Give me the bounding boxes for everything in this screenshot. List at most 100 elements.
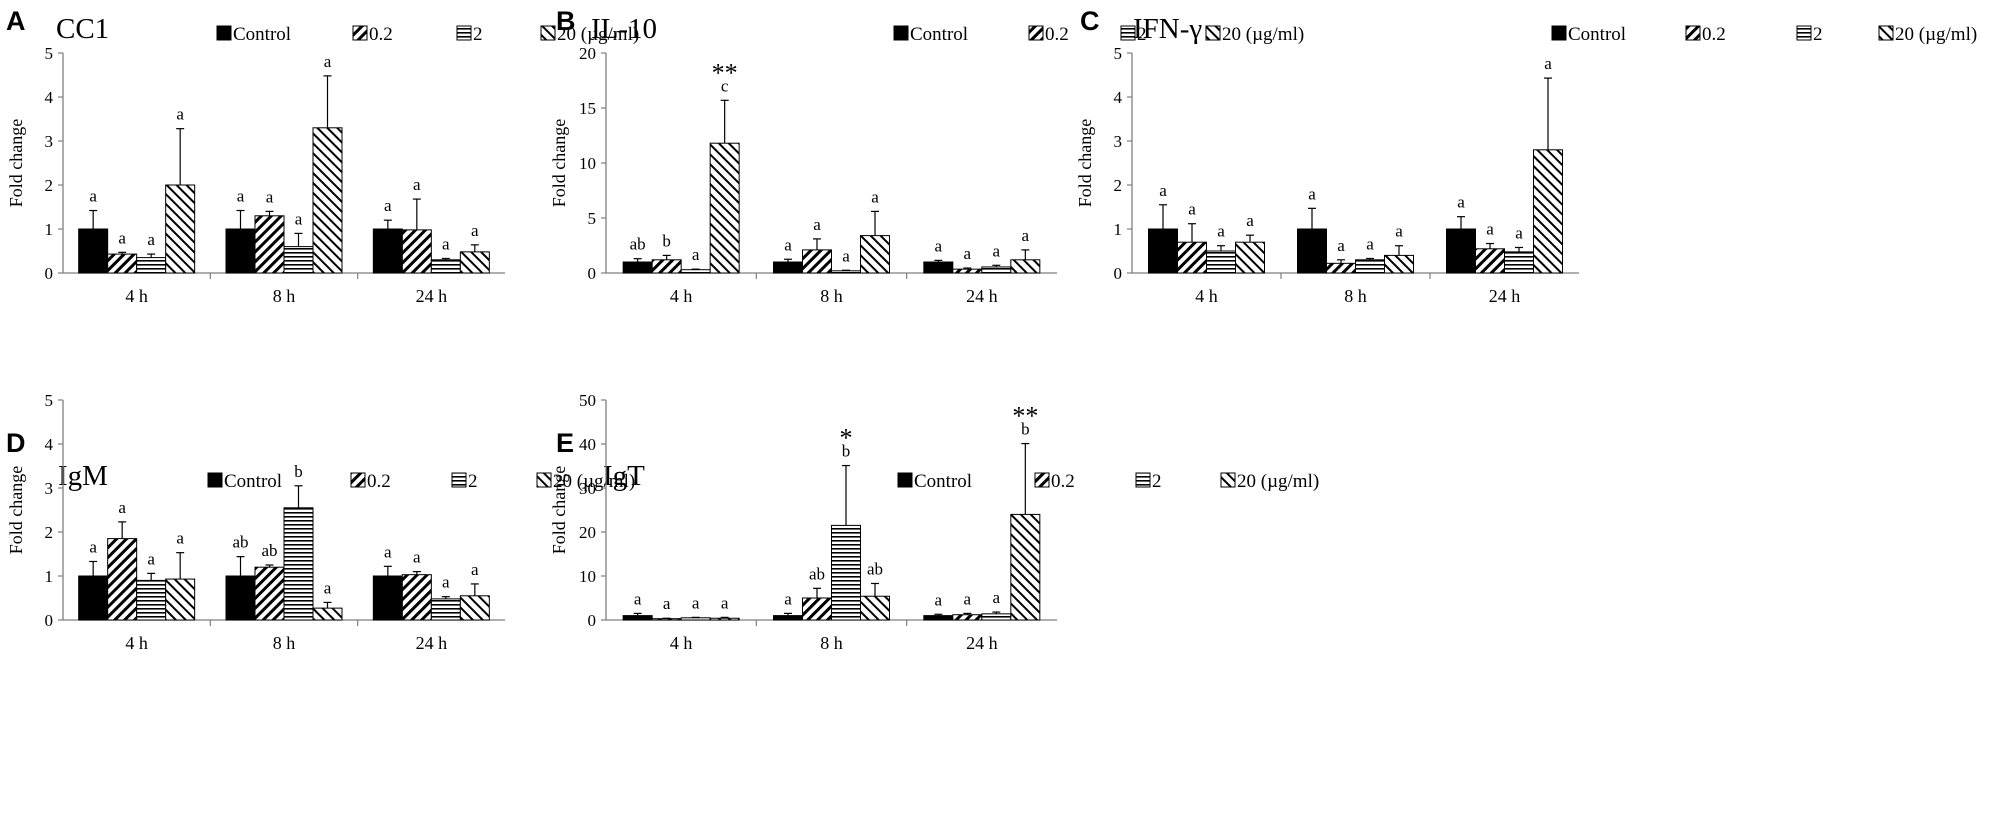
- panel-e: E IgT Control 0.2 2 20 (µg/ml) 0 10 20 30 40 50 Fold…: [549, 391, 1319, 653]
- bar: [651, 618, 682, 621]
- legend-label: 2: [1152, 471, 1162, 492]
- bar: [952, 268, 983, 274]
- y-tick-label: 2: [1114, 176, 1123, 195]
- significance-letter: a: [89, 537, 97, 556]
- y-tick-label: 5: [1114, 44, 1123, 63]
- significance-letter: a: [89, 187, 97, 206]
- legend-swatch: [536, 472, 552, 488]
- bar: [78, 575, 109, 621]
- significance-letter: a: [1159, 181, 1167, 200]
- significance-letter: c: [721, 76, 729, 95]
- y-tick-label: 5: [588, 209, 597, 228]
- significance-letter: a: [1337, 236, 1345, 255]
- legend-label: Control: [1568, 24, 1626, 45]
- panel-b: B IL-10 Control 0.2 2 20 (µg/ml)05101520Fold …: [549, 6, 1304, 306]
- legend-swatch: [540, 25, 556, 41]
- bar: [430, 598, 461, 621]
- significance-letter: a: [721, 593, 729, 612]
- chart-title: IgT: [603, 460, 645, 492]
- bar: [107, 253, 138, 274]
- bar: [1206, 250, 1236, 274]
- y-axis-label: Fold change: [6, 119, 26, 207]
- significance-letter: a: [384, 196, 392, 215]
- legend-label: 20 (µg/ml): [557, 24, 639, 45]
- significance-letter: b: [294, 462, 303, 481]
- bar: [981, 266, 1012, 274]
- bar: [372, 575, 403, 621]
- y-tick-label: 40: [579, 435, 596, 454]
- legend-swatch: [1220, 472, 1236, 488]
- x-tick-label: 24 h: [416, 633, 448, 653]
- significance-letter: a: [442, 573, 450, 592]
- legend-label: Control: [233, 24, 291, 45]
- significance-letter: a: [663, 594, 671, 613]
- y-tick-label: 3: [1114, 132, 1123, 151]
- significance-letter: a: [813, 215, 821, 234]
- x-tick-label: 8 h: [820, 286, 843, 306]
- y-tick-label: 2: [45, 176, 54, 195]
- bar: [831, 270, 861, 274]
- significance-letter: a: [993, 588, 1001, 607]
- bar: [225, 575, 256, 621]
- legend-swatch: [1796, 25, 1812, 41]
- y-tick-label: 0: [45, 264, 54, 283]
- legend-label: 2: [1813, 24, 1823, 45]
- panel-letter: B: [556, 6, 576, 36]
- x-tick-label: 4 h: [125, 633, 148, 653]
- legend-label: Control: [914, 471, 972, 492]
- y-tick-label: 5: [45, 44, 54, 63]
- bar: [254, 215, 285, 274]
- y-tick-label: 3: [45, 479, 54, 498]
- significance-letter: a: [1395, 222, 1403, 241]
- bar: [283, 507, 314, 621]
- significance-letter: a: [147, 230, 155, 249]
- y-axis-label: Fold change: [549, 119, 569, 207]
- significance-letter: a: [1308, 184, 1316, 203]
- significance-letter: a: [692, 593, 700, 612]
- significance-letter: a: [295, 209, 303, 228]
- bar: [981, 613, 1012, 621]
- significance-letter: a: [176, 529, 184, 548]
- significance-letter: a: [1217, 222, 1225, 241]
- significance-letter: a: [871, 187, 879, 206]
- bar: [136, 257, 167, 274]
- bar: [1504, 251, 1534, 274]
- y-tick-label: 4: [1114, 88, 1123, 107]
- legend-swatch: [456, 25, 472, 41]
- bar: [709, 617, 740, 621]
- y-tick-label: 20: [579, 523, 596, 542]
- significance-letter: a: [471, 221, 479, 240]
- y-tick-label: 0: [588, 264, 597, 283]
- x-tick-label: 24 h: [416, 286, 448, 306]
- significance-letter: ab: [232, 533, 248, 552]
- bar: [283, 246, 314, 274]
- significance-letter: a: [1366, 234, 1374, 253]
- y-tick-label: 15: [579, 99, 596, 118]
- significance-letter: a: [1246, 211, 1254, 230]
- significance-letter: ab: [630, 235, 646, 254]
- bar: [136, 579, 167, 621]
- significance-letter: a: [471, 560, 479, 579]
- bar: [680, 269, 711, 274]
- significance-letter: a: [784, 589, 792, 608]
- x-tick-label: 4 h: [1195, 286, 1218, 306]
- legend-swatch: [216, 25, 232, 41]
- significance-letter: a: [413, 175, 421, 194]
- bar: [254, 566, 285, 621]
- y-tick-label: 1: [1114, 220, 1123, 239]
- significance-letter: a: [1515, 223, 1523, 242]
- y-tick-label: 4: [45, 435, 54, 454]
- y-tick-label: 10: [579, 567, 596, 586]
- significance-letter: a: [147, 549, 155, 568]
- significance-letter: a: [964, 589, 972, 608]
- panel-letter: E: [556, 428, 574, 458]
- panel-c: C IFN-γ Control 0.2 2 20 (µg/ml) 0 1 2 3 4 5 Fold ch…: [1075, 6, 1977, 306]
- significance-letter: a: [442, 234, 450, 253]
- bar: [78, 228, 109, 274]
- legend-label: 0.2: [1045, 24, 1069, 45]
- bar: [430, 259, 461, 274]
- bar: [952, 614, 983, 621]
- significance-stars: **: [1012, 402, 1038, 431]
- bar: [680, 617, 711, 621]
- significance-letter: ab: [809, 564, 825, 583]
